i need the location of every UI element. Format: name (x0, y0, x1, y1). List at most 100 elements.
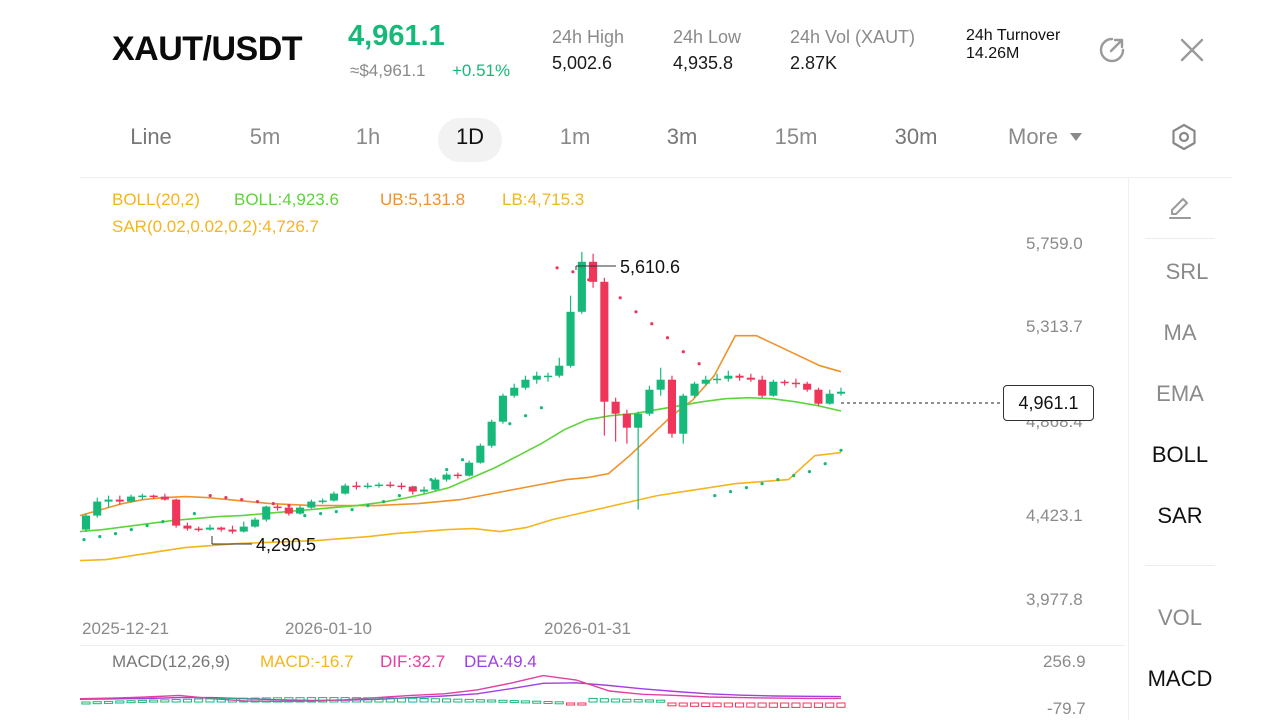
macd-histogram-bar (385, 697, 395, 703)
candle-body (780, 381, 789, 384)
macd-histogram-bar (149, 699, 159, 703)
macd-histogram-bar (194, 698, 204, 703)
sar-dot (334, 510, 338, 514)
macd-histogram-bar (667, 702, 677, 707)
candle-body (453, 474, 462, 477)
candle-body (273, 506, 282, 509)
sar-dot (823, 462, 827, 466)
macd-histogram-bar (340, 697, 350, 703)
sar-dot (397, 494, 401, 498)
candle-body (251, 519, 260, 527)
macd-histogram-bar (543, 701, 553, 704)
tool-ema[interactable]: EMA (1156, 381, 1204, 406)
tab-more[interactable]: More (1008, 118, 1098, 162)
macd-histogram-bar (239, 697, 249, 703)
macd-histogram-bar (273, 697, 283, 703)
candle-body (363, 485, 372, 488)
tab-5m[interactable]: 5m (249, 124, 281, 149)
macd-histogram-bar (520, 700, 531, 704)
tool-vol[interactable]: VOL (1157, 605, 1203, 630)
tool-ma[interactable]: MA (1163, 320, 1197, 345)
macd-histogram-bar (284, 697, 294, 703)
candle-body (566, 311, 575, 366)
tab-1h[interactable]: 1h (355, 124, 381, 149)
macd-histogram-bar (768, 702, 778, 708)
macd-histogram-bar (644, 699, 655, 703)
macd-histogram-bar (104, 700, 114, 704)
sar-dot (240, 498, 244, 502)
macd-histogram-bar (442, 698, 452, 703)
candle-body (803, 383, 812, 390)
macd-histogram-bar (611, 698, 621, 703)
sar-dot (161, 520, 165, 524)
sar-dot (350, 508, 354, 512)
candle-body (115, 499, 124, 502)
candle-body (487, 421, 496, 446)
macd-histogram-bar (712, 702, 722, 708)
candle-body (758, 379, 767, 396)
macd-histogram-bar (137, 699, 147, 703)
sar-dot (255, 500, 260, 504)
sar-dot (224, 496, 228, 500)
macd-histogram-bar (430, 698, 440, 703)
candle-body (622, 413, 631, 428)
tool-macd[interactable]: MACD (1147, 666, 1213, 691)
tab-1m[interactable]: 1m (559, 124, 591, 149)
close-icon[interactable] (1178, 36, 1206, 64)
macd-histogram-bar (397, 697, 407, 703)
candle-body (532, 375, 541, 380)
macd-histogram-bar (250, 697, 260, 703)
macd-histogram-bar (802, 702, 812, 708)
candle-body (465, 462, 474, 476)
candle-body (735, 375, 744, 378)
caret-down-icon (1070, 132, 1083, 141)
candle-body (431, 479, 440, 490)
tab-30m[interactable]: 30m (894, 124, 938, 149)
macd-histogram-bar (678, 702, 688, 707)
macd-histogram-bar (351, 697, 361, 703)
stat-label: 24h Low (673, 27, 742, 47)
current-price-tag: 4,961.1 (1003, 385, 1094, 421)
sar-dot (807, 470, 812, 474)
tab-line[interactable]: Line (130, 124, 172, 149)
tool-boll[interactable]: BOLL (1151, 442, 1209, 467)
tool-sar[interactable]: SAR (1157, 503, 1203, 528)
sar-dot (303, 514, 307, 518)
candle-body (341, 485, 350, 494)
boll-name: BOLL(20,2) (112, 190, 200, 209)
macd-histogram-bar (318, 697, 328, 703)
macd-value: MACD:-16.7 (260, 652, 354, 671)
y-axis-label: 4,423.1 (1026, 506, 1083, 525)
boll-lower-line (79, 451, 842, 562)
tool-srl[interactable]: SRL (1165, 259, 1209, 284)
sar-dot (192, 511, 196, 516)
macd-histogram-bar (419, 698, 429, 703)
macd-histogram-bar (81, 701, 91, 705)
settings-hexagon-icon[interactable] (1170, 123, 1198, 151)
candle-body (138, 495, 147, 498)
boll-upper-band: UB:5,131.8 (380, 190, 466, 209)
candle-body (284, 507, 293, 514)
tab-1d[interactable]: 1D (438, 118, 502, 162)
tab-3m[interactable]: 3m (666, 124, 698, 149)
sar-dot (287, 504, 291, 508)
sar-dot (729, 490, 733, 494)
side-divider (1145, 238, 1215, 239)
macd-histogram-bar (261, 697, 271, 703)
sar-dot (82, 538, 86, 542)
stat-label: 24h High (552, 27, 625, 47)
macd-histogram-bar (701, 702, 711, 707)
candle-body (352, 485, 361, 488)
share-icon[interactable] (1097, 35, 1127, 65)
macd-name: MACD(12,26,9) (112, 652, 231, 671)
candle-body (160, 496, 169, 500)
candle-body (679, 395, 688, 434)
candle-body (149, 495, 158, 498)
candle-body (194, 528, 203, 531)
macd-histogram-bar (216, 698, 226, 703)
tab-15m[interactable]: 15m (774, 124, 818, 149)
candle-body (228, 529, 237, 532)
draw-pencil-icon[interactable] (1167, 195, 1193, 221)
